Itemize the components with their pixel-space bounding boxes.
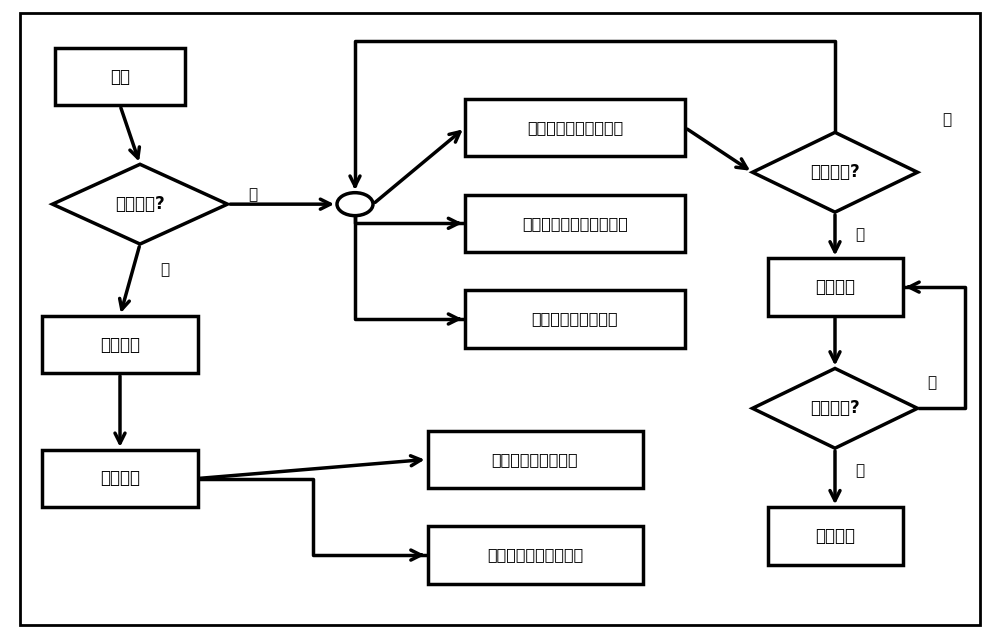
Text: 否: 否 bbox=[942, 112, 952, 127]
FancyBboxPatch shape bbox=[465, 290, 685, 348]
Text: 开始: 开始 bbox=[110, 68, 130, 85]
Text: 调试完成?: 调试完成? bbox=[810, 399, 860, 417]
Text: 是: 是 bbox=[248, 187, 257, 202]
Polygon shape bbox=[53, 164, 228, 244]
FancyBboxPatch shape bbox=[768, 507, 902, 565]
FancyBboxPatch shape bbox=[768, 258, 902, 316]
FancyBboxPatch shape bbox=[55, 48, 185, 105]
Text: 依档位调主泵排量电流: 依档位调主泵排量电流 bbox=[487, 547, 583, 563]
Text: 参数满意?: 参数满意? bbox=[810, 163, 860, 181]
Polygon shape bbox=[753, 369, 918, 449]
Text: 依流程监控泵送速度: 依流程监控泵送速度 bbox=[532, 311, 618, 327]
Text: 依流程设定发动机转速: 依流程设定发动机转速 bbox=[527, 120, 623, 135]
Polygon shape bbox=[753, 133, 918, 212]
Text: 是: 是 bbox=[855, 463, 865, 478]
Text: 依流程设定主泵排量电流: 依流程设定主泵排量电流 bbox=[522, 216, 628, 231]
Circle shape bbox=[337, 193, 373, 216]
Text: 调试模式?: 调试模式? bbox=[115, 195, 165, 213]
Text: 流程推动: 流程推动 bbox=[815, 278, 855, 296]
FancyBboxPatch shape bbox=[465, 195, 685, 252]
Text: 依档位调发动机转速: 依档位调发动机转速 bbox=[492, 452, 578, 467]
FancyBboxPatch shape bbox=[428, 431, 643, 488]
FancyBboxPatch shape bbox=[465, 99, 685, 156]
Text: 泵送输入: 泵送输入 bbox=[100, 336, 140, 353]
FancyBboxPatch shape bbox=[428, 526, 643, 584]
Text: 是: 是 bbox=[855, 227, 865, 242]
Text: 否: 否 bbox=[928, 375, 937, 390]
FancyBboxPatch shape bbox=[42, 316, 198, 373]
Text: 档位输入: 档位输入 bbox=[100, 470, 140, 487]
Text: 调试完成: 调试完成 bbox=[815, 527, 855, 545]
Text: 否: 否 bbox=[160, 262, 170, 277]
FancyBboxPatch shape bbox=[42, 450, 198, 507]
